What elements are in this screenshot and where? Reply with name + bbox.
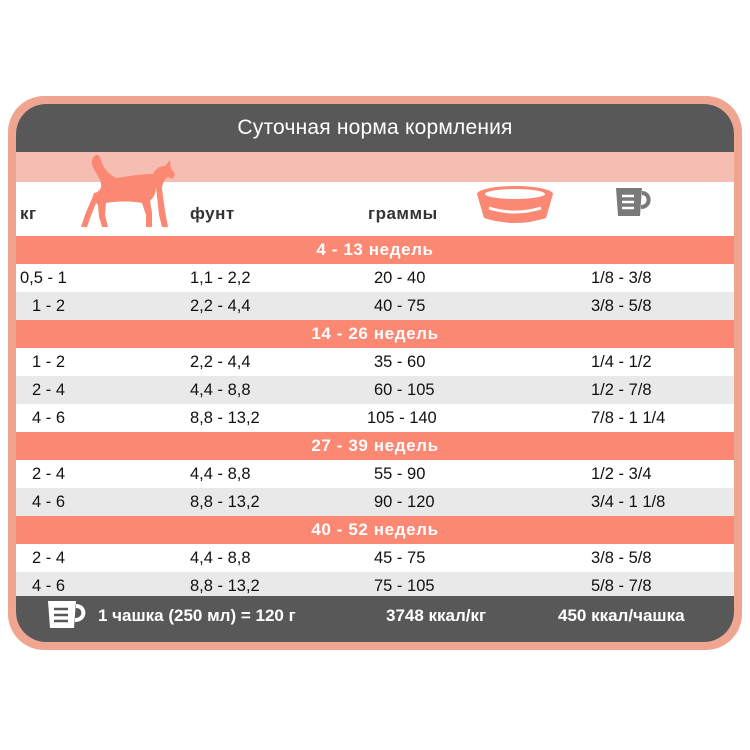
cell-grams: 20 - 40 [374,269,426,287]
age-section-header: 4 - 13 недель [16,236,734,264]
cell-cups: 1/2 - 7/8 [591,381,652,399]
column-header-row: кг фунт граммы [16,154,734,236]
feeding-table: 4 - 13 недель 0,5 - 1 1,1 - 2,2 20 - 40 … [16,236,734,600]
age-section-header: 27 - 39 недель [16,432,734,460]
cell-grams: 40 - 75 [374,297,426,315]
cell-lb: 1,1 - 2,2 [190,269,251,287]
cell-grams: 55 - 90 [374,465,426,483]
cell-kg: 1 - 2 [32,353,66,371]
cell-lb: 4,4 - 8,8 [190,381,251,399]
cell-lb: 8,8 - 13,2 [190,409,260,427]
cup-conversion-note: 1 чашка (250 мл) = 120 г [98,606,296,625]
table-row: 2 - 4 4,4 - 8,8 55 - 90 1/2 - 3/4 [16,460,734,488]
table-row: 1 - 2 2,2 - 4,4 35 - 60 1/4 - 1/2 [16,348,734,376]
table-row: 1 - 2 2,2 - 4,4 40 - 75 3/8 - 5/8 [16,292,734,320]
cell-grams: 45 - 75 [374,549,426,567]
cell-lb: 4,4 - 8,8 [190,465,251,483]
header-kg: кг [20,204,37,223]
cell-grams: 90 - 120 [374,493,435,511]
cell-lb: 4,4 - 8,8 [190,549,251,567]
cell-lb: 2,2 - 4,4 [190,297,251,315]
feeding-table-card: Суточная норма кормления кг фунт граммы … [16,104,734,642]
cell-cups: 1/4 - 1/2 [591,353,652,371]
cell-cups: 3/8 - 5/8 [591,549,652,567]
cell-kg: 4 - 6 [32,493,66,511]
footer-bar: 1 чашка (250 мл) = 120 г 3748 ккал/кг 45… [16,596,734,642]
table-row: 2 - 4 4,4 - 8,8 60 - 105 1/2 - 7/8 [16,376,734,404]
header-grams: граммы [368,204,438,223]
cell-kg: 4 - 6 [32,577,66,595]
cell-cups: 1/8 - 3/8 [591,269,652,287]
table-row: 4 - 6 8,8 - 13,2 90 - 120 3/4 - 1 1/8 [16,488,734,516]
cell-kg: 2 - 4 [32,381,66,399]
table-title: Суточная норма кормления [16,104,734,152]
age-section-header: 14 - 26 недель [16,320,734,348]
cell-lb: 8,8 - 13,2 [190,577,260,595]
cell-cups: 5/8 - 7/8 [591,577,652,595]
cell-cups: 7/8 - 1 1/4 [591,409,666,427]
cell-grams: 35 - 60 [374,353,426,371]
cell-lb: 2,2 - 4,4 [190,353,251,371]
cell-cups: 3/4 - 1 1/8 [591,493,666,511]
header-lb: фунт [190,204,235,223]
cell-cups: 1/2 - 3/4 [591,465,652,483]
cell-grams: 105 - 140 [367,409,437,427]
measuring-cup-icon [616,188,651,216]
table-row: 4 - 6 8,8 - 13,2 75 - 105 5/8 - 7/8 [16,572,734,600]
cell-kg: 0,5 - 1 [20,269,67,287]
measuring-cup-icon [48,601,86,628]
table-row: 0,5 - 1 1,1 - 2,2 20 - 40 1/8 - 3/8 [16,264,734,292]
cell-grams: 60 - 105 [374,381,435,399]
cell-kg: 2 - 4 [32,549,66,567]
table-row: 2 - 4 4,4 - 8,8 45 - 75 3/8 - 5/8 [16,544,734,572]
cell-cups: 3/8 - 5/8 [591,297,652,315]
cell-kg: 4 - 6 [32,409,66,427]
cell-kg: 1 - 2 [32,297,66,315]
kcal-per-cup: 450 ккал/чашка [558,606,685,625]
bowl-icon [477,186,553,223]
kcal-per-kg: 3748 ккал/кг [386,606,487,625]
cell-lb: 8,8 - 13,2 [190,493,260,511]
cell-kg: 2 - 4 [32,465,66,483]
table-row: 4 - 6 8,8 - 13,2 105 - 140 7/8 - 1 1/4 [16,404,734,432]
age-section-header: 40 - 52 недель [16,516,734,544]
cell-grams: 75 - 105 [374,577,435,595]
cat-icon [81,154,175,227]
